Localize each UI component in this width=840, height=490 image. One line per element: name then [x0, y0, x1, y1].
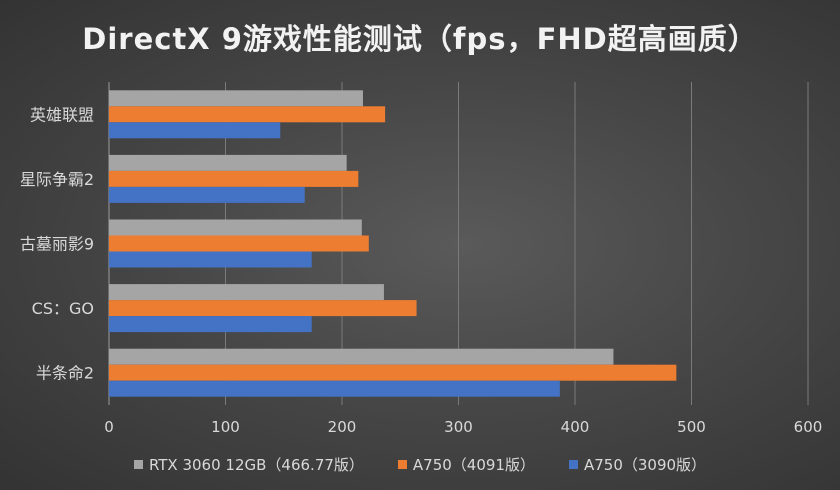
bar: [109, 284, 384, 301]
bar: [109, 348, 614, 365]
bar: [109, 251, 312, 268]
x-tick-label: 500: [677, 418, 706, 436]
bar: [109, 170, 359, 187]
chart-legend: RTX 3060 12GB（466.77版） A750（4091版） A750（30…: [0, 454, 840, 475]
bar: [109, 106, 386, 123]
x-tick-label: 100: [211, 418, 240, 436]
bar: [109, 154, 347, 171]
x-tick-label: 200: [328, 418, 357, 436]
x-tick-label: 600: [794, 418, 823, 436]
x-tick-label: 0: [104, 418, 114, 436]
legend-item: A750（4091版）: [397, 454, 535, 475]
bar: [109, 90, 363, 107]
bar: [109, 364, 677, 381]
legend-swatch: [568, 460, 578, 469]
bar: [109, 380, 560, 397]
legend-swatch: [133, 460, 143, 469]
legend-item: A750（3090版）: [568, 454, 707, 475]
x-tick-label: 300: [444, 418, 473, 436]
bar: [109, 300, 417, 317]
bar: [109, 316, 312, 333]
category-label: 古墓丽影9: [20, 235, 94, 254]
bar: [109, 235, 369, 252]
legend-label: A750（3090版）: [583, 456, 707, 474]
legend-item: RTX 3060 12GB（466.77版）: [133, 454, 364, 475]
bar: [109, 219, 362, 236]
category-label: 星际争霸2: [20, 170, 94, 189]
category-label: 半条命2: [36, 364, 94, 383]
legend-label: A750（4091版）: [412, 456, 535, 474]
legend-label: RTX 3060 12GB（466.77版）: [148, 456, 364, 474]
category-label: 英雄联盟: [30, 105, 94, 124]
bar: [109, 186, 305, 203]
chart-title: DirectX 9游戏性能测试（fps，FHD超高画质）: [82, 22, 758, 56]
bar: [109, 122, 281, 139]
category-label: CS：GO: [32, 299, 94, 318]
x-tick-label: 400: [561, 418, 590, 436]
legend-swatch: [397, 460, 407, 469]
